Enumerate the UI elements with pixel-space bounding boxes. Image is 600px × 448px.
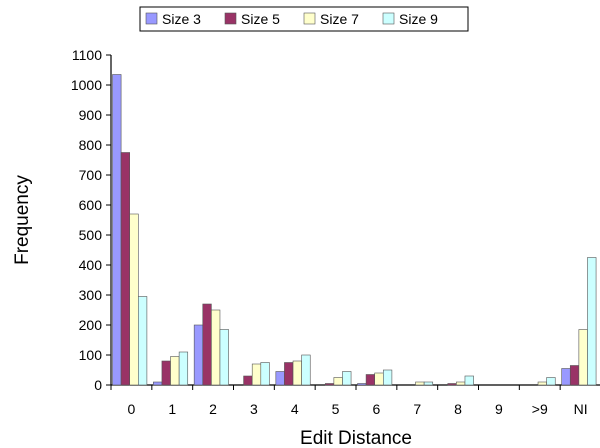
y-tick-label: 300 <box>79 287 103 303</box>
bar <box>587 257 597 386</box>
bar <box>251 363 262 386</box>
bar <box>578 329 588 386</box>
bar <box>129 213 139 386</box>
bar <box>324 383 335 386</box>
legend-swatch <box>382 12 395 25</box>
legend-label: Size 9 <box>399 11 438 27</box>
y-tick-label: 0 <box>94 377 102 393</box>
bar <box>120 152 130 386</box>
x-tick-label: NI <box>574 401 588 417</box>
bar <box>193 324 204 386</box>
bar <box>561 368 571 386</box>
legend-label: Size 7 <box>320 11 359 27</box>
x-tick-label: 5 <box>332 401 340 417</box>
bar <box>374 372 384 386</box>
bar <box>153 381 163 386</box>
y-tick-label: 800 <box>79 137 103 153</box>
bar <box>382 369 393 386</box>
bar <box>342 371 352 386</box>
bar <box>415 381 425 386</box>
bar <box>112 74 122 386</box>
bar <box>423 381 434 386</box>
y-tick-label: 100 <box>79 347 103 363</box>
x-tick-label: >9 <box>532 401 548 417</box>
x-tick-label: 2 <box>209 401 217 417</box>
bar <box>537 381 547 386</box>
legend-swatch <box>224 12 237 25</box>
y-tick-label: 200 <box>79 317 103 333</box>
legend-label: Size 5 <box>241 11 280 27</box>
y-tick-label: 1100 <box>72 47 102 63</box>
x-tick-label: 4 <box>291 401 299 417</box>
bar <box>301 354 311 386</box>
y-tick-label: 900 <box>79 107 103 123</box>
bar <box>365 374 376 386</box>
bar <box>357 383 367 386</box>
bar <box>178 351 189 386</box>
x-tick-label: 8 <box>454 401 462 417</box>
bar <box>333 377 343 386</box>
x-tick-label: 9 <box>495 401 503 417</box>
legend: Size 3 Size 5 Size 7 Size 9 <box>139 6 469 32</box>
legend-label: Size 3 <box>162 11 201 27</box>
bar <box>161 360 171 386</box>
x-tick-label: 7 <box>413 401 421 417</box>
y-tick-label: 600 <box>79 197 103 213</box>
bar <box>211 309 221 386</box>
bar <box>170 356 180 386</box>
y-tick-label: 1000 <box>71 77 102 93</box>
legend-swatch <box>303 12 316 25</box>
bar <box>546 377 556 386</box>
bar <box>456 381 466 386</box>
x-tick-label: 6 <box>373 401 381 417</box>
y-tick-label: 400 <box>79 257 103 273</box>
y-axis-label: Frequency <box>12 175 33 265</box>
x-axis: 0 1 2 3 4 5 6 7 8 9 >9 NI <box>110 384 600 417</box>
bar <box>260 362 270 386</box>
legend-swatch <box>145 12 158 25</box>
bar <box>569 365 580 386</box>
bar <box>243 375 253 386</box>
bar <box>292 360 302 386</box>
bar <box>138 296 148 386</box>
bar <box>464 375 474 386</box>
x-tick-label: 3 <box>250 401 258 417</box>
bar <box>275 371 285 386</box>
x-tick-label: 0 <box>128 401 136 417</box>
y-tick-label: 500 <box>79 227 103 243</box>
x-tick-label: 1 <box>168 401 176 417</box>
bar <box>447 383 457 386</box>
bar <box>202 303 212 386</box>
bar <box>284 362 294 386</box>
y-axis: 0 100 200 300 400 500 600 700 800 900 1000 1100 <box>71 47 112 393</box>
x-axis-label: Edit Distance <box>300 428 412 448</box>
y-tick-label: 700 <box>79 167 103 183</box>
bars <box>112 74 597 386</box>
bar <box>219 329 229 386</box>
